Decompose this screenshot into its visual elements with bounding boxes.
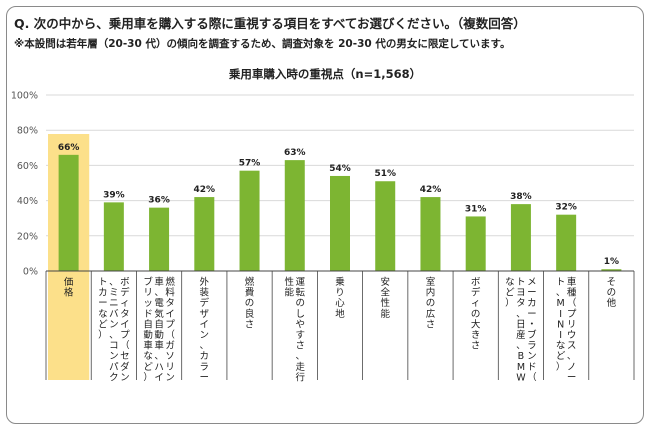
bar-value-label: 51% xyxy=(374,169,396,179)
x-tick-label: 運転のしやすさ、走行性能 xyxy=(285,276,306,383)
bar-value-label: 39% xyxy=(103,190,125,200)
bar-value-label: 1% xyxy=(604,257,619,267)
bar xyxy=(465,216,486,271)
survey-note: ※本設問は若年層（20-30 代）の傾向を調査するため、調査対象を 20-30 … xyxy=(14,38,511,50)
bar-value-label: 54% xyxy=(329,164,351,174)
bar xyxy=(420,197,441,271)
x-tick-label: ボディタイプ（セダン、ミニバン、コンパクトカーなど） xyxy=(98,277,130,383)
bar-value-label: 42% xyxy=(420,185,442,195)
y-tick-label: 20% xyxy=(17,231,38,242)
x-tick-label: 外装デザイン、カラー xyxy=(200,276,210,383)
y-tick-label: 60% xyxy=(17,161,38,172)
bar-value-label: 32% xyxy=(555,203,577,213)
bar-value-label: 42% xyxy=(194,185,216,195)
x-tick-label: その他 xyxy=(607,277,617,309)
x-tick-label: ボディの大きさ xyxy=(471,277,481,352)
x-tick-label: 乗り心地 xyxy=(335,276,345,320)
bar xyxy=(149,207,170,271)
bar-value-label: 63% xyxy=(284,148,306,158)
bar xyxy=(375,181,396,271)
bar-value-label: 36% xyxy=(148,196,170,206)
y-tick-label: 40% xyxy=(17,196,38,207)
bar xyxy=(330,175,350,271)
bar xyxy=(58,154,79,271)
chart-title: 乗用車購入時の重視点（n=1,568） xyxy=(228,67,422,81)
bar xyxy=(239,170,260,271)
x-tick-label: メーカー・ブランド（トヨタ、日産、 B M Wなど） xyxy=(505,277,537,383)
bar xyxy=(194,197,215,271)
x-tick-label: 室内の広さ xyxy=(426,276,436,330)
bar xyxy=(103,202,124,271)
bar-value-label: 31% xyxy=(465,204,487,214)
question-text: Q. 次の中から、乗用車を購入する際に重視する項目をすべてお選びください。（複数… xyxy=(14,16,526,31)
bar xyxy=(556,214,577,271)
bar xyxy=(601,269,622,271)
bar xyxy=(284,160,305,271)
x-tick-label: 価格 xyxy=(64,276,74,299)
y-tick-label: 100% xyxy=(11,91,38,102)
x-tick-label: 燃料タイプ（ガソリン車、電気自動車、ハイブリッド自動車など） xyxy=(143,276,175,383)
x-tick-label: 燃費の良さ xyxy=(245,276,255,330)
bar xyxy=(510,204,531,271)
x-tick-label: 安全性能 xyxy=(380,276,390,320)
bar-value-label: 38% xyxy=(510,192,532,202)
bar-value-label: 57% xyxy=(239,159,261,169)
x-tick-label: 車種（プリウス、ノート、 M I N I など） xyxy=(556,276,577,383)
y-tick-label: 80% xyxy=(17,126,38,137)
bar-value-label: 66% xyxy=(58,143,80,153)
y-tick-label: 0% xyxy=(23,267,38,278)
